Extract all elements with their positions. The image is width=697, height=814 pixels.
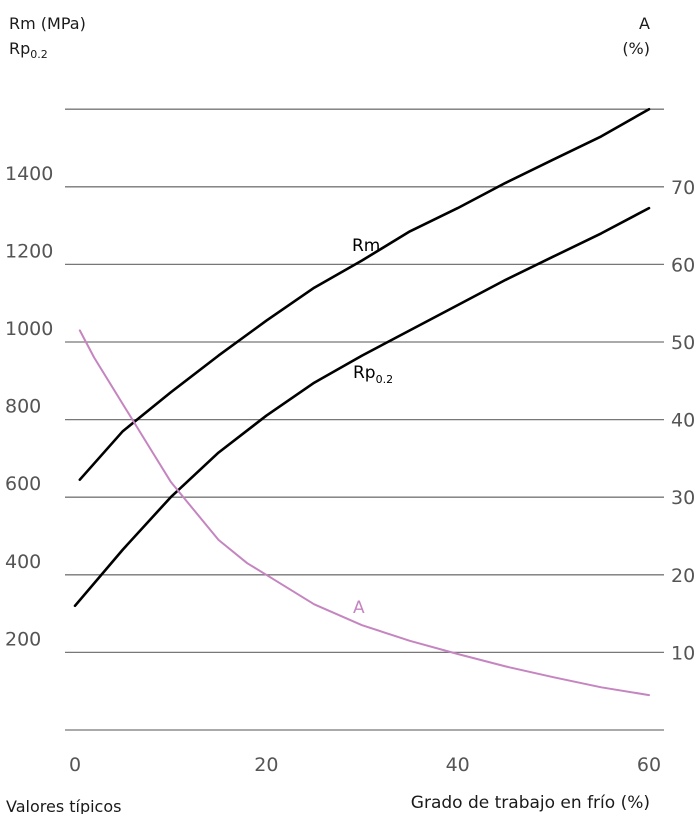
left-axis-tick-label: 200: [5, 628, 41, 650]
left-axis-tick-label: 1400: [5, 163, 53, 185]
left-axis-title-line1: Rm (MPa): [9, 14, 86, 33]
x-axis-tick-label: 0: [69, 754, 81, 776]
left-axis-tick-label: 800: [5, 396, 41, 418]
series-label-rm: Rm: [352, 236, 380, 256]
right-axis-tick-labels: 10 20 30 40 50 60 70: [671, 177, 695, 665]
right-axis-tick-label: 40: [671, 410, 695, 432]
series-group: [73, 107, 651, 697]
series-label-rp02-main: Rp: [353, 363, 376, 383]
series-label-rp02-subscript: 0.2: [376, 373, 394, 386]
left-axis-title-line2: Rp0.2: [9, 39, 48, 61]
left-axis-tick-label: 1000: [5, 318, 53, 340]
right-axis-title-line1: A: [639, 14, 650, 33]
left-axis-tick-label: 600: [5, 473, 41, 495]
x-axis-tick-label: 40: [446, 754, 470, 776]
x-axis-tick-label: 60: [637, 754, 661, 776]
right-axis-tick-label: 20: [671, 565, 695, 587]
series-label-a: A: [353, 598, 365, 618]
right-axis-tick-label: 60: [671, 254, 695, 276]
series-line-rm: [78, 107, 651, 482]
series-label-rp02: Rp0.2: [353, 363, 393, 386]
series-line-a: [78, 329, 650, 697]
left-axis-tick-labels: 200 400 600 800 1000 1200 1400: [5, 163, 53, 651]
left-axis-tick-label: 400: [5, 551, 41, 573]
right-axis-title-line2: (%): [622, 39, 650, 58]
left-axis-title-main: Rp: [9, 39, 30, 58]
right-axis-tick-label: 70: [671, 177, 695, 199]
series-line-rp02: [73, 206, 651, 608]
note-typical-values: Valores típicos: [6, 797, 121, 814]
right-axis-tick-label: 10: [671, 642, 695, 664]
x-axis-tick-label: 20: [254, 754, 278, 776]
x-axis-title: Grado de trabajo en frío (%): [411, 793, 650, 813]
x-axis-tick-labels: 0 20 40 60: [69, 754, 661, 776]
right-axis-tick-label: 30: [671, 487, 695, 509]
right-axis-tick-label: 50: [671, 332, 695, 354]
left-axis-tick-label: 1200: [5, 240, 53, 262]
grid-lines: [65, 108, 664, 731]
left-axis-title-subscript: 0.2: [30, 48, 48, 61]
